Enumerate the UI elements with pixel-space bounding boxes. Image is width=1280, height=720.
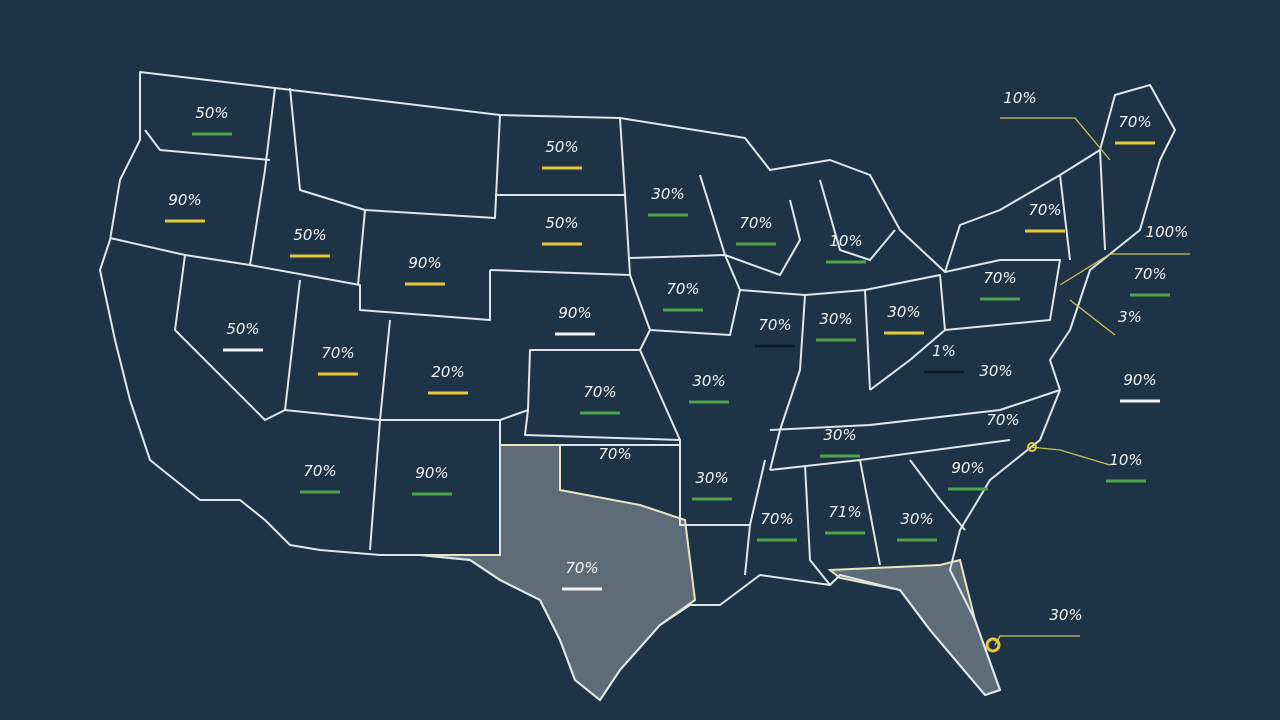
state-label: 30% — [651, 185, 684, 203]
state-label: 90% — [558, 304, 591, 322]
state-label: 30% — [1049, 606, 1082, 624]
state-label: 30% — [979, 362, 1012, 380]
state-label: 10% — [1109, 451, 1142, 469]
state-label: 70% — [739, 214, 772, 232]
state-label: 10% — [829, 232, 862, 250]
state-label: 100% — [1146, 223, 1189, 241]
state-label: 70% — [321, 344, 354, 362]
state-label: 90% — [408, 254, 441, 272]
state-label: 30% — [819, 310, 852, 328]
state-label: 90% — [951, 459, 984, 477]
state-borders — [109, 87, 1106, 586]
state-label: 70% — [986, 411, 1019, 429]
state-label: 1% — [932, 342, 956, 360]
leader-line — [1000, 117, 1111, 161]
state-label: 70% — [983, 269, 1016, 287]
state-label: 30% — [887, 303, 920, 321]
state-label: 90% — [415, 464, 448, 482]
state-label: 70% — [303, 462, 336, 480]
leader-lines — [985, 117, 1190, 653]
state-label: 3% — [1118, 308, 1142, 326]
leader-line — [1069, 299, 1116, 336]
state-label: 70% — [583, 383, 616, 401]
state-label: 50% — [545, 138, 578, 156]
leader-line — [1029, 446, 1111, 466]
state-label: 50% — [195, 104, 228, 122]
state-label: 70% — [760, 510, 793, 528]
state-label: 70% — [758, 316, 791, 334]
state-label: 90% — [168, 191, 201, 209]
state-label: 30% — [823, 426, 856, 444]
us-outline — [99, 71, 1176, 701]
state-label: 70% — [598, 445, 631, 463]
state-label: 30% — [692, 372, 725, 390]
state-label: 90% — [1123, 371, 1156, 389]
labels: 50% 90% 50% 90% 50% 50% 30% 90% 50% 70% 20% 70% 70% 7… — [165, 89, 1188, 624]
state-label: 50% — [226, 320, 259, 338]
state-label: 70% — [565, 559, 598, 577]
state-label: 70% — [1118, 113, 1151, 131]
state-label: 10% — [1003, 89, 1036, 107]
marker — [1027, 442, 1037, 452]
state-label: 70% — [666, 280, 699, 298]
state-label: 30% — [900, 510, 933, 528]
state-label: 70% — [1028, 201, 1061, 219]
state-label: 50% — [293, 226, 326, 244]
state-label: 50% — [545, 214, 578, 232]
leader-line — [1059, 253, 1190, 286]
state-label: 71% — [828, 503, 861, 521]
state-label: 20% — [431, 363, 464, 381]
marker — [985, 637, 1001, 653]
state-label: 70% — [1133, 265, 1166, 283]
state-label: 30% — [695, 469, 728, 487]
